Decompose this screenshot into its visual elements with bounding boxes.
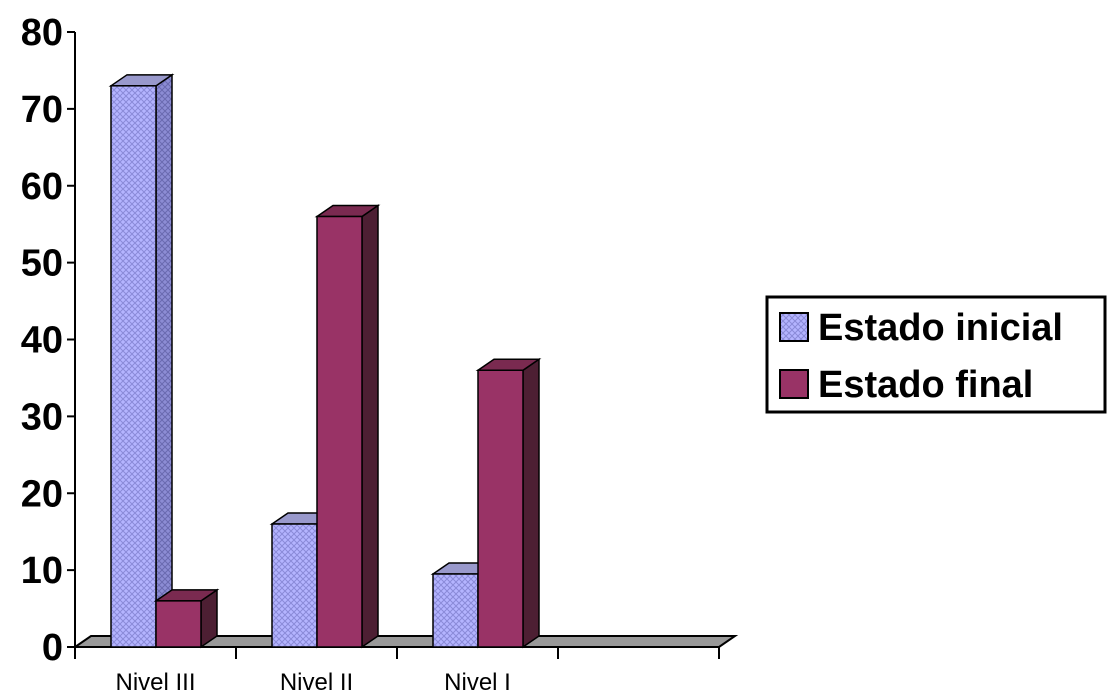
- bar-side: [361, 204, 379, 649]
- legend-label-estado-inicial: Estado inicial: [818, 307, 1063, 349]
- y-tick-label: 50: [21, 243, 63, 285]
- bar-side: [155, 73, 173, 649]
- y-tick-label: 70: [21, 89, 63, 131]
- y-tick-label: 30: [21, 396, 63, 438]
- y-tick-label: 60: [21, 166, 63, 208]
- bar-estado-inicial-0: [108, 73, 175, 649]
- x-axis: Nivel III Nivel II Nivel I: [74, 646, 720, 696]
- x-tick-label: Nivel III: [115, 669, 195, 696]
- legend-swatch-estado-inicial: [779, 312, 809, 342]
- y-tick-label: 40: [21, 320, 63, 362]
- bar-front: [110, 85, 157, 648]
- bar-side: [522, 357, 540, 649]
- bars: [108, 73, 542, 649]
- bar-estado-final-1: [314, 204, 381, 649]
- y-tick-label: 10: [21, 550, 63, 592]
- y-tick-label: 80: [21, 12, 63, 54]
- x-tick-label: Nivel I: [444, 669, 511, 696]
- y-tick-label: 20: [21, 473, 63, 515]
- bar-front: [432, 573, 479, 648]
- legend-box: [765, 295, 1107, 414]
- x-tick-label: Nivel II: [280, 669, 353, 696]
- legend: Estado inicial Estado final: [765, 295, 1107, 414]
- legend-label-estado-final: Estado final: [818, 364, 1033, 406]
- bar-front: [316, 215, 363, 648]
- bar-estado-final-2: [475, 357, 542, 649]
- bar-front: [477, 369, 524, 648]
- legend-swatch-estado-final: [779, 369, 809, 399]
- bar-front: [155, 600, 202, 648]
- bar-front: [271, 523, 318, 648]
- bar-estado-final-0: [153, 588, 220, 649]
- y-tick-label: 0: [42, 627, 63, 669]
- y-axis: 0 10 20 30 40 50 60 70 80: [21, 12, 76, 669]
